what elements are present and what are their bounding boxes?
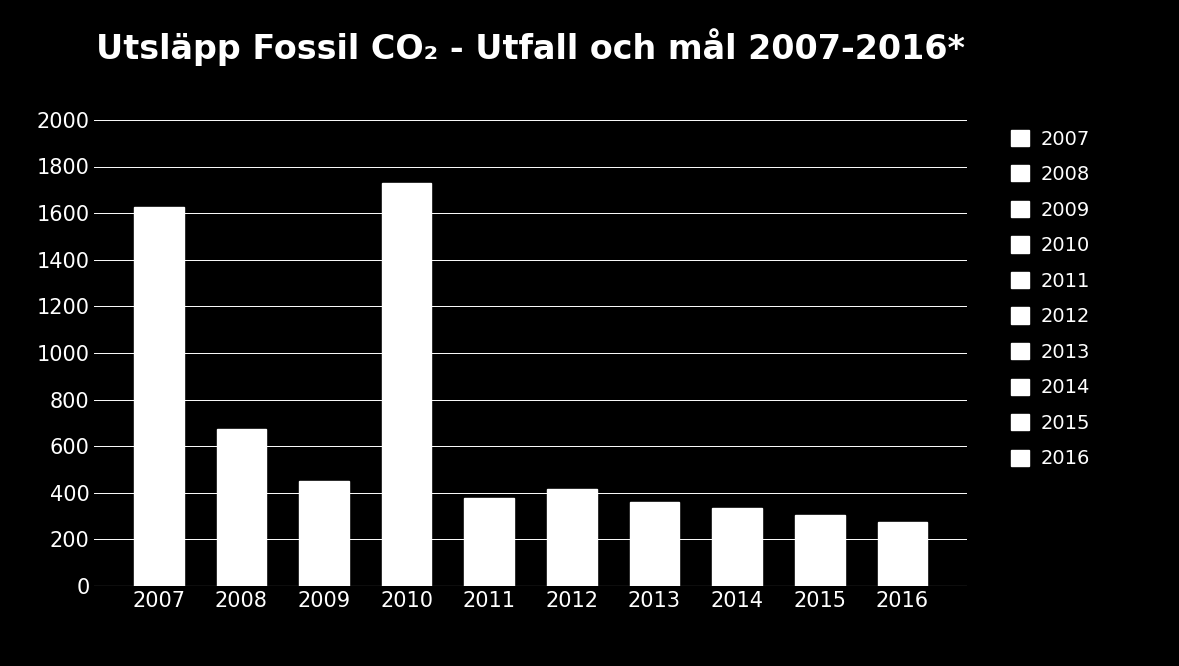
Bar <box>382 182 432 586</box>
Bar <box>877 522 927 586</box>
Bar <box>299 481 349 586</box>
Bar <box>712 508 762 586</box>
Legend: 2007, 2008, 2009, 2010, 2011, 2012, 2013, 2014, 2015, 2016: 2007, 2008, 2009, 2010, 2011, 2012, 2013… <box>1012 130 1091 468</box>
Bar <box>795 515 844 586</box>
Bar <box>547 490 597 586</box>
Text: Utsläpp Fossil CO₂ - Utfall och mål 2007-2016*: Utsläpp Fossil CO₂ - Utfall och mål 2007… <box>95 28 966 65</box>
Bar <box>217 429 266 586</box>
Bar <box>630 502 679 586</box>
Bar <box>134 207 184 586</box>
Bar <box>465 498 514 586</box>
